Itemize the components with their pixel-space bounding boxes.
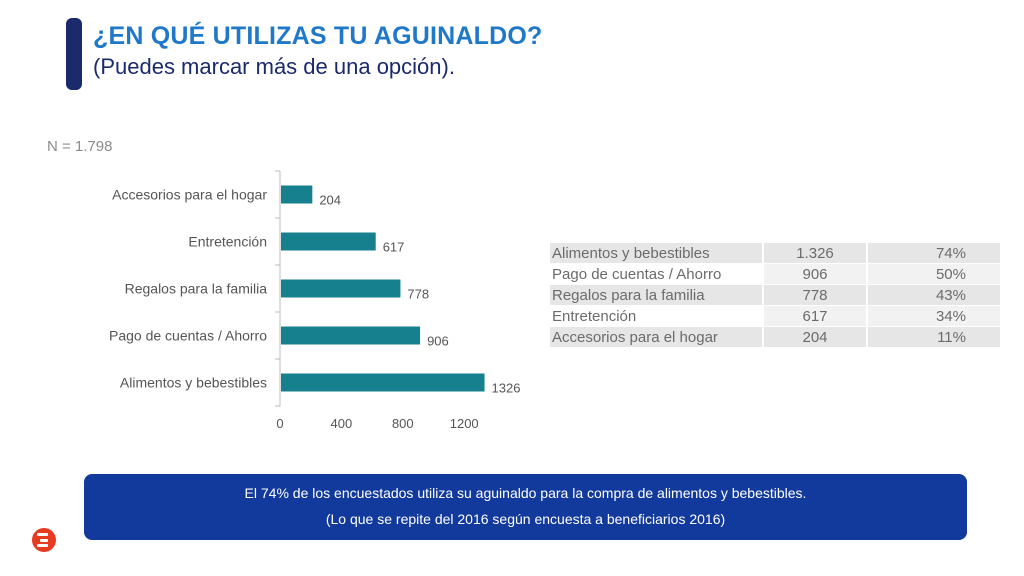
sample-size-label: N = 1.798	[47, 138, 113, 155]
table-cell-category: Accesorios para el hogar	[550, 327, 762, 347]
page-title: ¿EN QUÉ UTILIZAS TU AGUINALDO?	[93, 22, 543, 50]
conclusion-callout: El 74% de los encuestados utiliza su agu…	[84, 474, 967, 540]
x-tick-label: 800	[392, 416, 414, 431]
table-row: Regalos para la familia 778 43%	[550, 285, 1000, 305]
table-cell-count: 617	[764, 306, 866, 326]
table-cell-category: Alimentos y bebestibles	[550, 243, 762, 263]
x-tick-label: 1200	[450, 416, 479, 431]
summary-table: Alimentos y bebestibles 1.326 74% Pago de c…	[548, 242, 1002, 348]
table-cell-percent: 34%	[868, 306, 1000, 326]
callout-line-2: (Lo que se repite del 2016 según encuest…	[325, 511, 726, 527]
category-label: Entretención	[188, 234, 267, 250]
bar-2	[281, 279, 401, 298]
category-label: Alimentos y bebestibles	[120, 375, 267, 391]
data-label: 906	[427, 334, 449, 349]
table-row: Alimentos y bebestibles 1.326 74%	[550, 243, 1000, 263]
table-row: Entretención 617 34%	[550, 306, 1000, 326]
table-cell-category: Regalos para la familia	[550, 285, 762, 305]
table-cell-category: Pago de cuentas / Ahorro	[550, 264, 762, 284]
table-cell-count: 204	[764, 327, 866, 347]
table-cell-percent: 74%	[868, 243, 1000, 263]
table-cell-percent: 43%	[868, 285, 1000, 305]
table-row: Pago de cuentas / Ahorro 906 50%	[550, 264, 1000, 284]
title-accent-bar	[66, 18, 82, 90]
table-cell-count: 1.326	[764, 243, 866, 263]
data-label: 617	[383, 240, 405, 255]
category-label: Accesorios para el hogar	[112, 187, 267, 203]
page-subtitle: (Puedes marcar más de una opción).	[93, 54, 455, 79]
callout-line-1: El 74% de los encuestados utiliza su agu…	[244, 485, 807, 501]
x-tick-label: 0	[276, 416, 283, 431]
bar-4	[281, 373, 485, 392]
data-label: 204	[319, 193, 341, 208]
table-cell-percent: 11%	[868, 327, 1000, 347]
table-cell-percent: 50%	[868, 264, 1000, 284]
bar-0	[281, 185, 313, 204]
bar-1	[281, 232, 376, 251]
table-row: Accesorios para el hogar 204 11%	[550, 327, 1000, 347]
data-label: 1326	[492, 381, 521, 396]
x-tick-label: 400	[331, 416, 353, 431]
bar-3	[281, 326, 421, 345]
table-cell-count: 906	[764, 264, 866, 284]
data-label: 778	[407, 287, 429, 302]
table-cell-category: Entretención	[550, 306, 762, 326]
brand-logo-icon	[32, 528, 56, 552]
table-cell-count: 778	[764, 285, 866, 305]
category-label: Pago de cuentas / Ahorro	[109, 328, 267, 344]
category-label: Regalos para la familia	[125, 281, 268, 297]
